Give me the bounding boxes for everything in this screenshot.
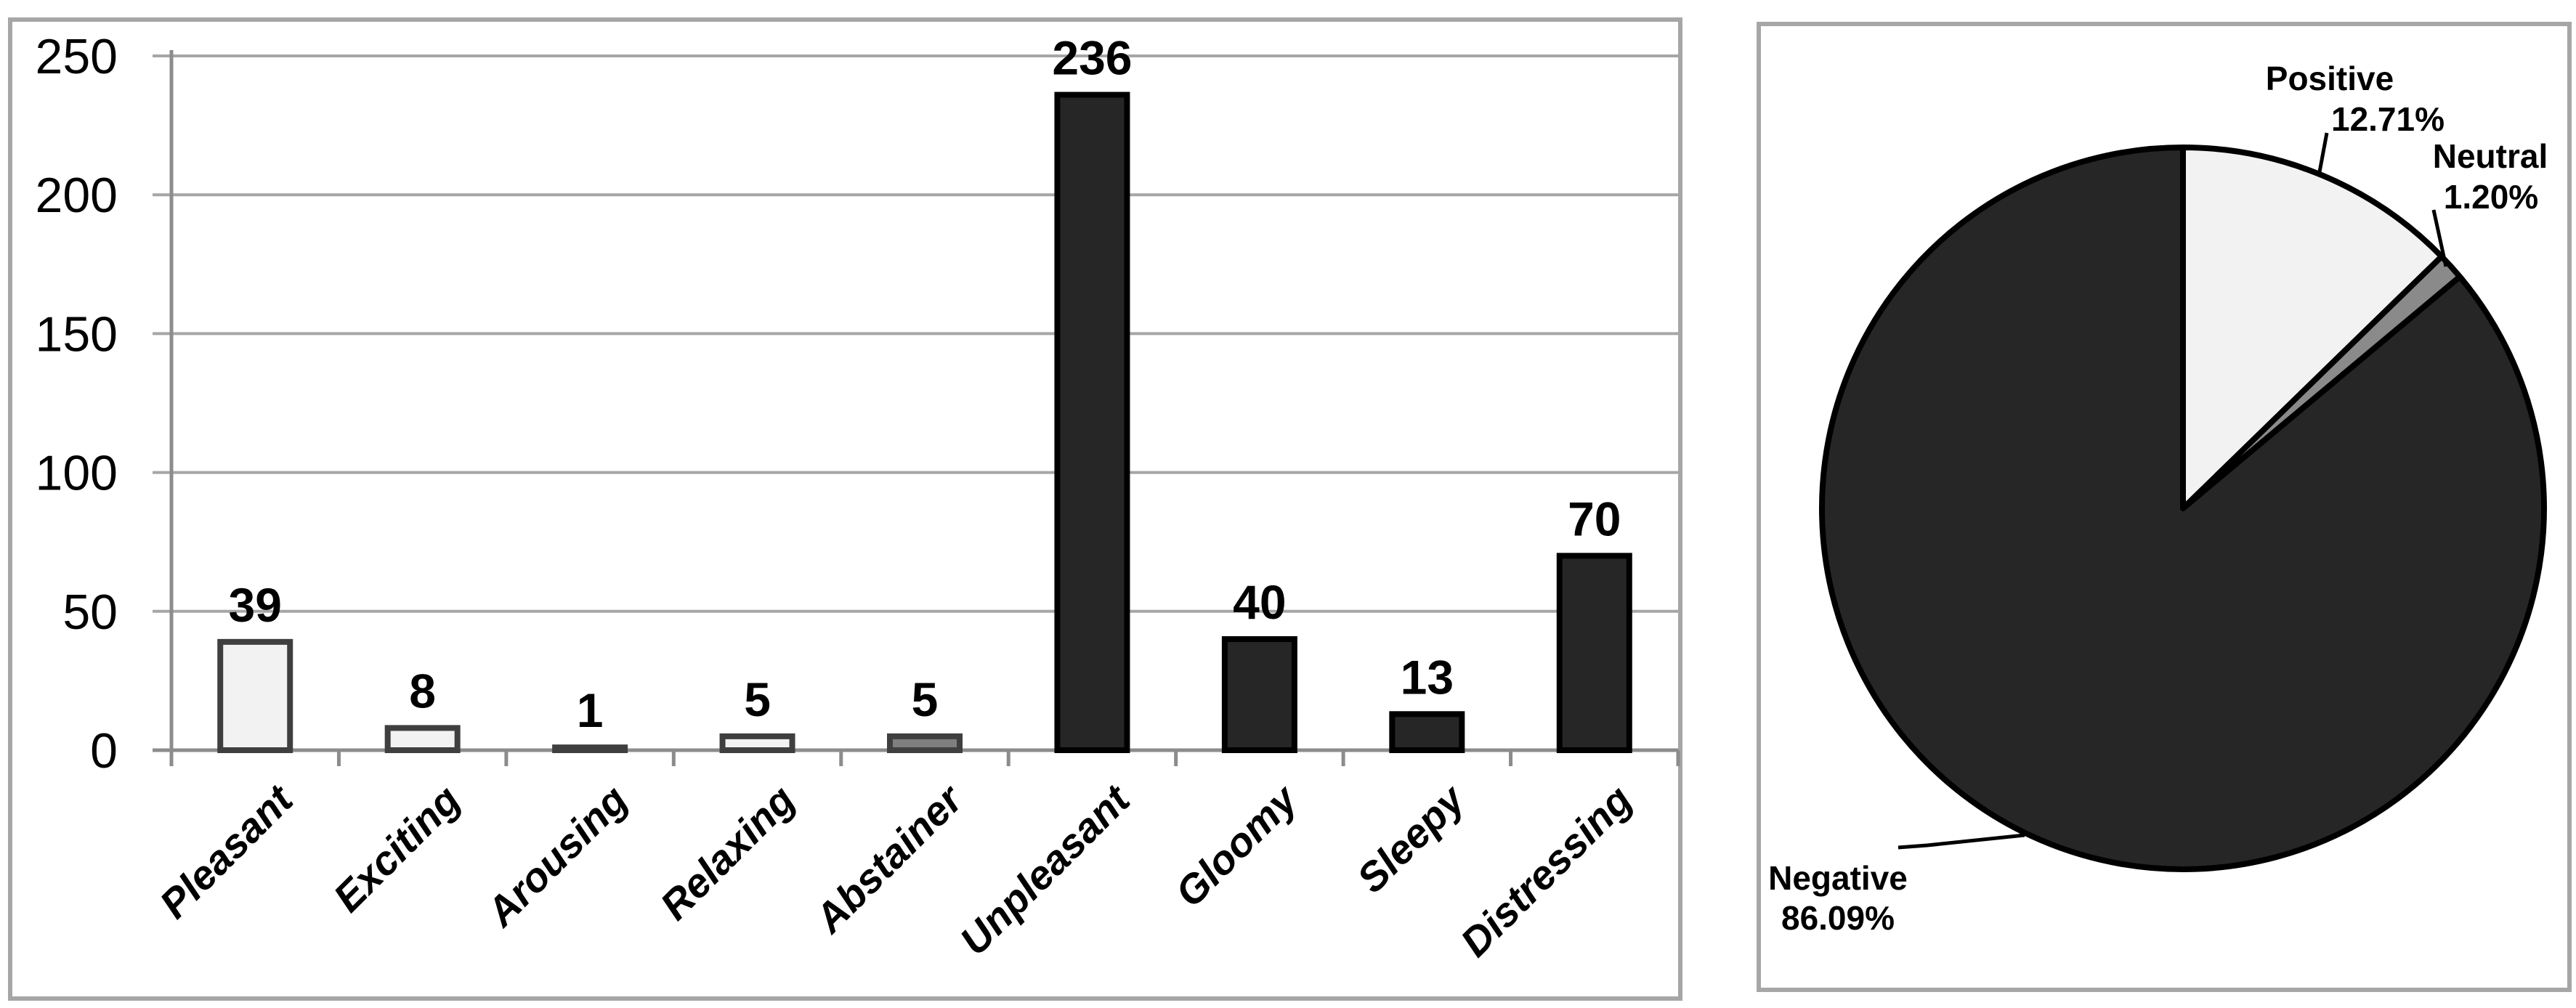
- bar-exciting: [384, 725, 461, 754]
- category-label: Abstainer: [805, 775, 973, 943]
- bar-sleepy: [1389, 711, 1465, 754]
- pie-pct-label-neutral: 1.20%: [2444, 178, 2538, 216]
- pie-chart-panel-border: [1757, 22, 2572, 992]
- bar-value-label: 8: [409, 664, 436, 718]
- y-tick-label: 100: [36, 446, 118, 501]
- y-tick-label: 50: [62, 585, 118, 640]
- pie-slices: [1819, 145, 2547, 872]
- bar-chart-panel-border: [8, 17, 1682, 1001]
- category-label: Arousing: [477, 776, 636, 936]
- bar-value-label: 236: [1052, 31, 1132, 85]
- bar-abstainer: [887, 733, 963, 754]
- bar-arousing: [552, 744, 628, 754]
- leader-line-neutral: [2431, 209, 2448, 267]
- pie-label-neutral: Neutral: [2433, 137, 2548, 175]
- pie-slice-negative: [1819, 145, 2547, 872]
- bar-chart-gridlines: [153, 54, 1678, 613]
- pie-pct-label-negative: 86.09%: [1781, 899, 1895, 937]
- pie-leader-lines: [1897, 132, 2448, 850]
- category-label: Exciting: [325, 776, 469, 921]
- x-axis-category-labels: Pleasant Exciting Arousing Relaxing Abstaine…: [150, 775, 1640, 965]
- y-tick-label: 0: [90, 723, 118, 779]
- y-tick-label: 150: [36, 306, 118, 362]
- bar-relaxing: [719, 733, 795, 754]
- pie-label-positive: Positive: [2266, 60, 2394, 97]
- y-axis-tick-labels: 0 50 100 150 200 250: [36, 29, 118, 779]
- category-label: Sleepy: [1348, 775, 1475, 901]
- bar-value-label: 39: [229, 578, 282, 632]
- y-tick-label: 250: [36, 29, 118, 84]
- pie-slice-positive: [2180, 145, 2445, 511]
- pie-pct-label-positive: 12.71%: [2331, 100, 2445, 138]
- bar-distressing: [1556, 553, 1632, 753]
- bar-unpleasant: [1054, 92, 1130, 753]
- bar-value-labels: 39 8 1 5 5 236 40 13 70: [229, 31, 1621, 738]
- category-label: Distressing: [1451, 776, 1640, 965]
- bar-pleasant: [217, 638, 293, 754]
- y-tick-label: 200: [36, 168, 118, 223]
- bar-value-label: 5: [912, 672, 939, 726]
- bar-value-label: 13: [1401, 650, 1454, 704]
- pie-label-negative: Negative: [1768, 859, 1908, 897]
- category-label: Unpleasant: [951, 775, 1140, 964]
- bar-series: [217, 92, 1632, 754]
- bar-value-label: 40: [1233, 575, 1286, 629]
- bar-gloomy: [1221, 636, 1297, 753]
- category-label: Gloomy: [1166, 775, 1307, 916]
- bar-value-label: 70: [1568, 492, 1621, 545]
- category-label: Pleasant: [150, 775, 302, 927]
- category-label: Relaxing: [651, 776, 803, 929]
- bar-value-label: 1: [577, 683, 604, 737]
- leader-line-positive: [2317, 132, 2329, 176]
- bar-value-label: 5: [744, 672, 771, 726]
- leader-line-negative: [1897, 833, 2025, 850]
